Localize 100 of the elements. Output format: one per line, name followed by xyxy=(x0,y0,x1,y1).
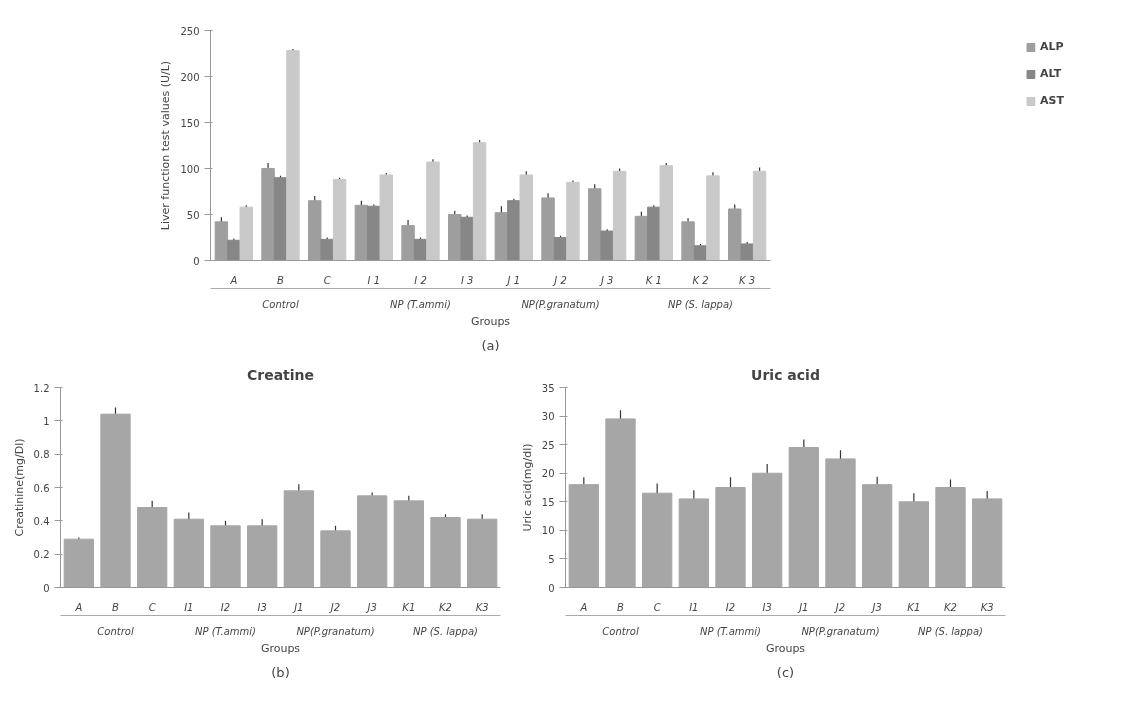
text: Control xyxy=(602,625,639,637)
x-tick-label: K1 xyxy=(907,601,921,613)
bar xyxy=(898,501,929,588)
text: (c) xyxy=(776,664,795,680)
x-tick-label: I3 xyxy=(762,601,772,613)
bar xyxy=(320,238,334,261)
y-tick-label: 150 xyxy=(180,117,200,129)
x-tick-label: I3 xyxy=(257,601,267,613)
text: (a) xyxy=(481,337,500,353)
bar xyxy=(379,174,393,261)
y-tick-label: 200 xyxy=(180,71,200,83)
text: NP (T.ammi) xyxy=(700,625,761,637)
y-tick-label: 0 xyxy=(193,255,200,267)
bar xyxy=(426,161,440,261)
x-tick-label: I1 xyxy=(184,601,194,613)
x-axis-title: Groups xyxy=(765,641,806,655)
text: NP (T.ammi) xyxy=(195,625,256,637)
bar xyxy=(210,525,241,588)
x-tick-label: K2 xyxy=(439,601,452,613)
y-tick-label: 0.2 xyxy=(33,549,50,561)
x-tick-label: J2 xyxy=(833,601,846,613)
legend-label: AST xyxy=(1040,94,1064,107)
y-axis-title: Uric acid(mg/dl) xyxy=(520,443,534,532)
x-tick-label: C xyxy=(653,601,661,613)
bar xyxy=(286,50,300,261)
x-tick-label: J3 xyxy=(365,601,377,613)
bar xyxy=(612,170,627,261)
y-tick-label: 0.8 xyxy=(33,449,50,461)
x-tick-label: I 1 xyxy=(367,274,381,286)
y-tick-label: 250 xyxy=(180,25,200,37)
x-tick-label: I2 xyxy=(725,601,736,613)
bar xyxy=(63,538,94,588)
text: NP(P.granatum) xyxy=(521,298,600,310)
x-tick-label: K3 xyxy=(980,601,994,613)
bar xyxy=(100,413,131,588)
y-tick-label: 0.4 xyxy=(33,515,50,527)
bar xyxy=(519,174,533,261)
x-tick-label: K 2 xyxy=(692,274,709,286)
bar xyxy=(568,484,599,588)
y-tick-label: 100 xyxy=(180,163,200,175)
bar xyxy=(678,498,709,588)
x-tick-label: J 1 xyxy=(505,274,521,286)
text: NP (T.ammi) xyxy=(390,298,451,310)
text: Control xyxy=(97,625,134,637)
y-tick-label: 10 xyxy=(541,525,555,537)
bar xyxy=(862,484,893,588)
y-tick-label: 1 xyxy=(43,415,50,427)
bar xyxy=(659,165,673,261)
legend-label: ALP xyxy=(1040,40,1064,53)
text: NP (S. lappa) xyxy=(918,625,983,637)
x-tick-label: K 1 xyxy=(645,274,662,286)
x-tick-label: J 3 xyxy=(598,274,614,286)
bar xyxy=(137,507,168,588)
x-tick-label: J 2 xyxy=(552,274,567,286)
bar xyxy=(752,170,767,261)
x-tick-label: A xyxy=(74,601,83,613)
x-tick-label: J1 xyxy=(292,601,304,613)
x-tick-label: A xyxy=(579,601,588,613)
y-tick-label: 15 xyxy=(541,496,555,508)
x-tick-label: B xyxy=(277,274,285,286)
bar xyxy=(566,181,580,261)
bar xyxy=(715,487,746,588)
bar xyxy=(642,492,673,588)
y-axis-title: Liver function test values (U/L) xyxy=(159,60,173,231)
bar xyxy=(752,472,783,588)
x-tick-label: A xyxy=(229,274,238,286)
x-axis-title: Groups xyxy=(470,314,511,328)
x-tick-label: I1 xyxy=(689,601,699,613)
bar xyxy=(740,243,754,261)
y-tick-label: 35 xyxy=(541,382,555,394)
bar xyxy=(320,530,351,588)
text: (b) xyxy=(271,664,290,680)
x-tick-label: C xyxy=(148,601,156,613)
y-tick-label: 25 xyxy=(541,439,555,451)
text: NP(P.granatum) xyxy=(801,625,880,637)
bar xyxy=(247,525,278,588)
x-tick-label: J1 xyxy=(797,601,809,613)
bar xyxy=(460,216,474,261)
y-tick-label: 1.2 xyxy=(33,382,50,394)
bar xyxy=(600,230,614,261)
bar xyxy=(706,175,720,261)
bar xyxy=(357,495,388,588)
y-tick-label: 0 xyxy=(43,582,50,594)
x-tick-label: K 3 xyxy=(739,274,756,286)
chart-title: Creatine xyxy=(246,366,315,383)
bar xyxy=(239,206,253,261)
bar xyxy=(283,490,314,588)
bar xyxy=(935,487,966,588)
legend-label: ALT xyxy=(1040,67,1062,80)
x-tick-label: B xyxy=(112,601,120,613)
y-tick-label: 0 xyxy=(548,582,555,594)
y-tick-label: 5 xyxy=(548,553,555,565)
y-tick-label: 20 xyxy=(541,468,555,480)
y-tick-label: 0.6 xyxy=(33,482,50,494)
bar xyxy=(788,447,819,588)
chart-title: Uric acid xyxy=(751,366,820,383)
x-tick-label: J2 xyxy=(328,601,341,613)
x-tick-label: K3 xyxy=(475,601,489,613)
bar xyxy=(173,518,204,588)
bar xyxy=(393,500,424,588)
